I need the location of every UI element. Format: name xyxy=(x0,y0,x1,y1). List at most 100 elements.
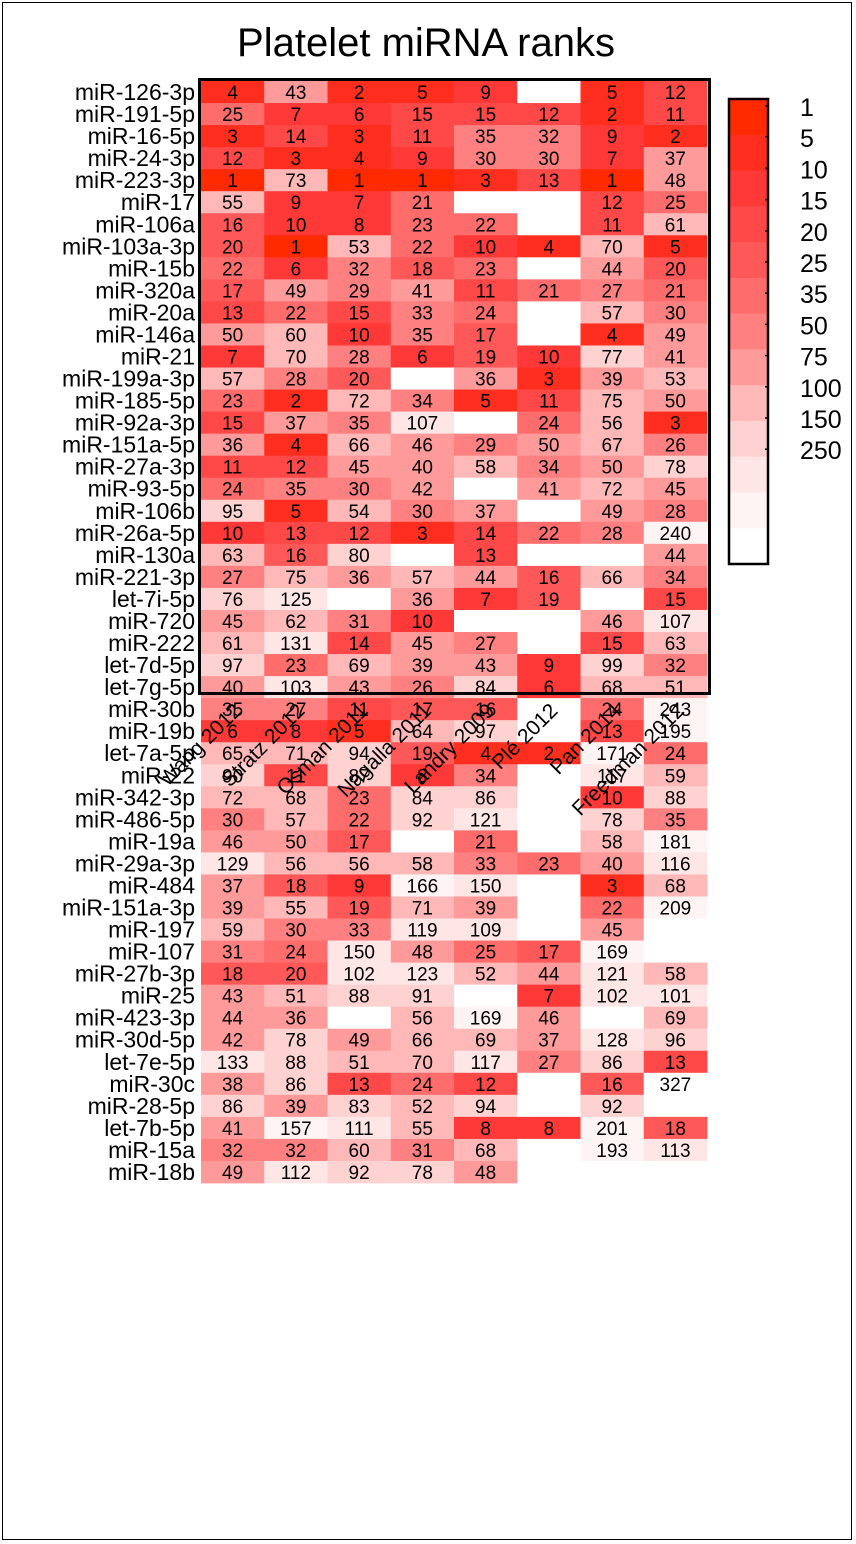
cell-value: 112 xyxy=(281,1163,311,1184)
heatmap-cell xyxy=(327,720,392,743)
cell-value: 73 xyxy=(285,171,306,192)
cell-value: 51 xyxy=(665,678,686,699)
cell-value: 13 xyxy=(475,546,496,567)
cell-value: 30 xyxy=(412,502,433,523)
heatmap-cell xyxy=(454,786,518,809)
cell-value: 123 xyxy=(407,965,439,986)
cell-value: 5 xyxy=(607,83,618,104)
heatmap-cell xyxy=(643,609,708,633)
heatmap-cell xyxy=(390,1160,455,1184)
legend-label: 75 xyxy=(800,344,828,372)
cell-value: 25 xyxy=(475,943,496,964)
cell-value: 3 xyxy=(607,876,618,897)
cell-value: 40 xyxy=(222,678,243,699)
heatmap-cell xyxy=(454,521,518,545)
heatmap-cell xyxy=(643,742,708,765)
heatmap-cell xyxy=(264,213,328,236)
cell-value: 33 xyxy=(412,303,433,324)
heatmap-cell xyxy=(264,609,328,633)
cell-value: 84 xyxy=(475,678,497,699)
heatmap-cell xyxy=(390,654,455,677)
cell-value: 88 xyxy=(285,1053,306,1074)
heatmap-cell xyxy=(517,742,581,765)
cell-value: 46 xyxy=(222,832,243,853)
heatmap-cell xyxy=(517,301,581,324)
heatmap-cell xyxy=(643,521,708,545)
heatmap-cell xyxy=(517,477,581,501)
cell-value: 9 xyxy=(354,876,365,897)
cell-value: 32 xyxy=(222,1141,243,1162)
heatmap-cell xyxy=(643,918,708,941)
heatmap-cell xyxy=(580,103,645,126)
cell-value: 12 xyxy=(475,1075,496,1096)
heatmap-cell xyxy=(201,1072,265,1096)
heatmap-cell xyxy=(643,565,708,589)
heatmap-cell xyxy=(327,433,392,457)
heatmap-cell xyxy=(264,389,328,412)
heatmap-cell xyxy=(580,1116,645,1140)
heatmap-cell xyxy=(517,323,581,346)
row-label: let-7e-5p xyxy=(104,1049,195,1075)
heatmap-cell xyxy=(264,830,328,853)
cell-value: 8 xyxy=(354,215,365,236)
cell-value: 102 xyxy=(596,987,628,1008)
heatmap-cell xyxy=(264,191,328,214)
cell-value: 96 xyxy=(665,1031,686,1052)
cell-value: 39 xyxy=(285,1097,306,1118)
heatmap-cell xyxy=(454,345,518,368)
legend-label: 250 xyxy=(800,437,842,465)
cell-value: 45 xyxy=(412,634,433,655)
heatmap-cell xyxy=(264,477,328,501)
cell-value: 20 xyxy=(285,965,306,986)
cell-value: 50 xyxy=(602,458,623,479)
cell-value: 44 xyxy=(222,1009,244,1030)
legend-label: 5 xyxy=(800,125,814,153)
heatmap-cell xyxy=(454,367,518,390)
row-label: miR-30d-5p xyxy=(75,1027,195,1053)
heatmap-cell xyxy=(390,632,455,655)
heatmap-cell xyxy=(264,433,328,457)
heatmap-cell xyxy=(454,632,518,655)
heatmap-cell xyxy=(264,1160,328,1184)
heatmap-cell xyxy=(517,235,581,258)
heatmap-cell xyxy=(264,632,328,655)
heatmap-cell xyxy=(201,169,265,192)
heatmap-cell xyxy=(580,147,645,170)
cell-value: 32 xyxy=(665,656,686,677)
cell-value: 49 xyxy=(222,1163,243,1184)
heatmap-cell xyxy=(201,125,265,148)
cell-value: 21 xyxy=(538,281,559,302)
cell-value: 19 xyxy=(412,744,433,765)
cell-value: 11 xyxy=(602,215,622,236)
heatmap-cell xyxy=(454,213,518,236)
cell-value: 23 xyxy=(222,392,243,413)
cell-value: 150 xyxy=(470,876,502,897)
cell-value: 14 xyxy=(475,524,497,545)
heatmap-cell xyxy=(580,1050,645,1074)
heatmap-cell xyxy=(454,764,518,787)
cell-value: 131 xyxy=(280,634,312,655)
cell-value: 55 xyxy=(222,193,243,214)
heatmap-cell xyxy=(201,389,265,412)
cell-value: 17 xyxy=(475,325,496,346)
heatmap-cell xyxy=(390,345,455,368)
heatmap-cell xyxy=(580,764,645,787)
cell-value: 69 xyxy=(349,656,370,677)
cell-value: 66 xyxy=(349,436,370,457)
cell-value: 9 xyxy=(607,127,618,148)
heatmap-cell xyxy=(201,984,265,1008)
cell-value: 3 xyxy=(354,127,365,148)
cell-value: 11 xyxy=(476,281,496,302)
cell-value: 37 xyxy=(285,414,306,435)
heatmap-cell xyxy=(517,389,581,412)
cell-value: 38 xyxy=(222,1075,243,1096)
heatmap-cell xyxy=(390,125,455,148)
cell-value: 209 xyxy=(660,899,692,920)
cell-value: 45 xyxy=(222,612,243,633)
heatmap-cell xyxy=(327,477,392,501)
legend-swatch xyxy=(729,349,768,386)
cell-value: 92 xyxy=(602,1097,623,1118)
heatmap-cell xyxy=(201,632,265,655)
